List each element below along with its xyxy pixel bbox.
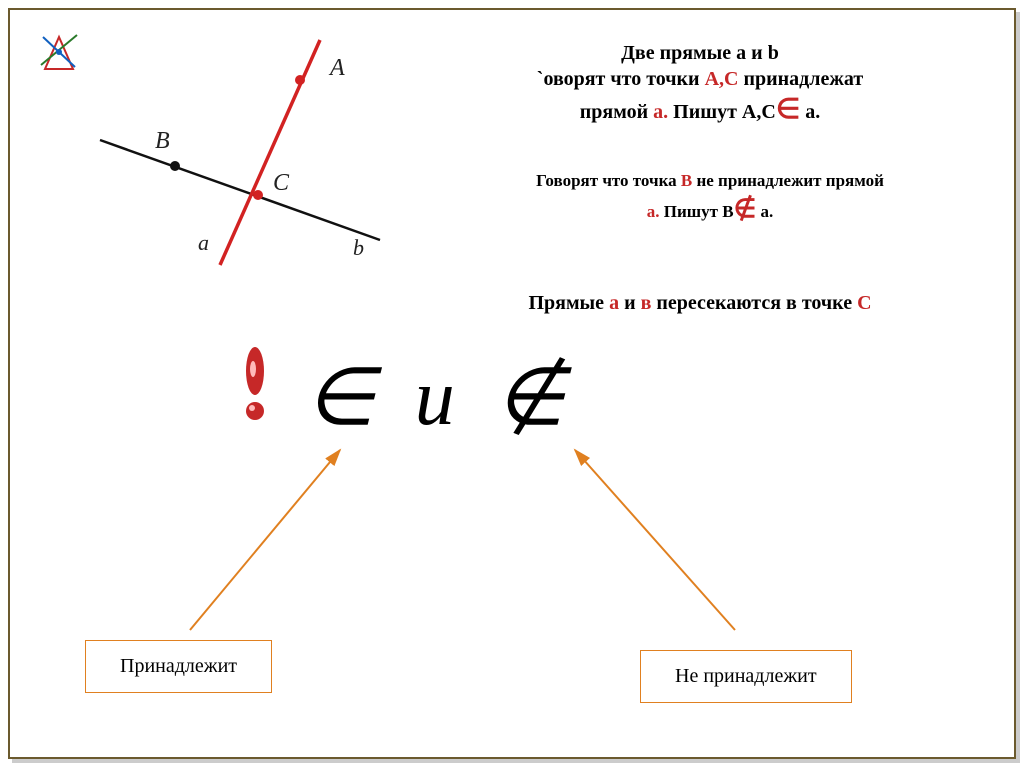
label-box-notbelongs: Не принадлежит [640, 650, 852, 703]
label-A: A [328, 55, 345, 81]
arrow-left-icon [150, 440, 370, 640]
notbelong-symbol: ∉ [495, 354, 565, 442]
arrow-right-icon [555, 440, 775, 640]
exclamation-icon [240, 345, 270, 425]
label-line-b: b [353, 235, 364, 260]
belong-symbol: ∈ [305, 354, 375, 442]
connector-text: и [415, 354, 455, 442]
text-block-1: Две прямые a и b `оворят что точки А,С п… [420, 40, 980, 128]
label-line-a: a [198, 230, 209, 255]
geometry-diagram: A B C a b [90, 30, 390, 290]
label-box-belongs: Принадлежит [85, 640, 272, 693]
text-block-3: Прямые а и в пересекаются в точке С [420, 290, 980, 316]
label-C: C [273, 170, 290, 196]
t1-l1: Две прямые a и b [621, 42, 779, 64]
logo-icon [35, 25, 85, 75]
big-symbol-row: ∈ и ∉ [305, 350, 564, 444]
text-block-2: Говорят что точка В не принадлежит прямо… [420, 170, 1000, 226]
label-B: B [155, 128, 170, 154]
slide-content: A B C a b Две прямые a и b `оворят что т… [0, 0, 1024, 767]
